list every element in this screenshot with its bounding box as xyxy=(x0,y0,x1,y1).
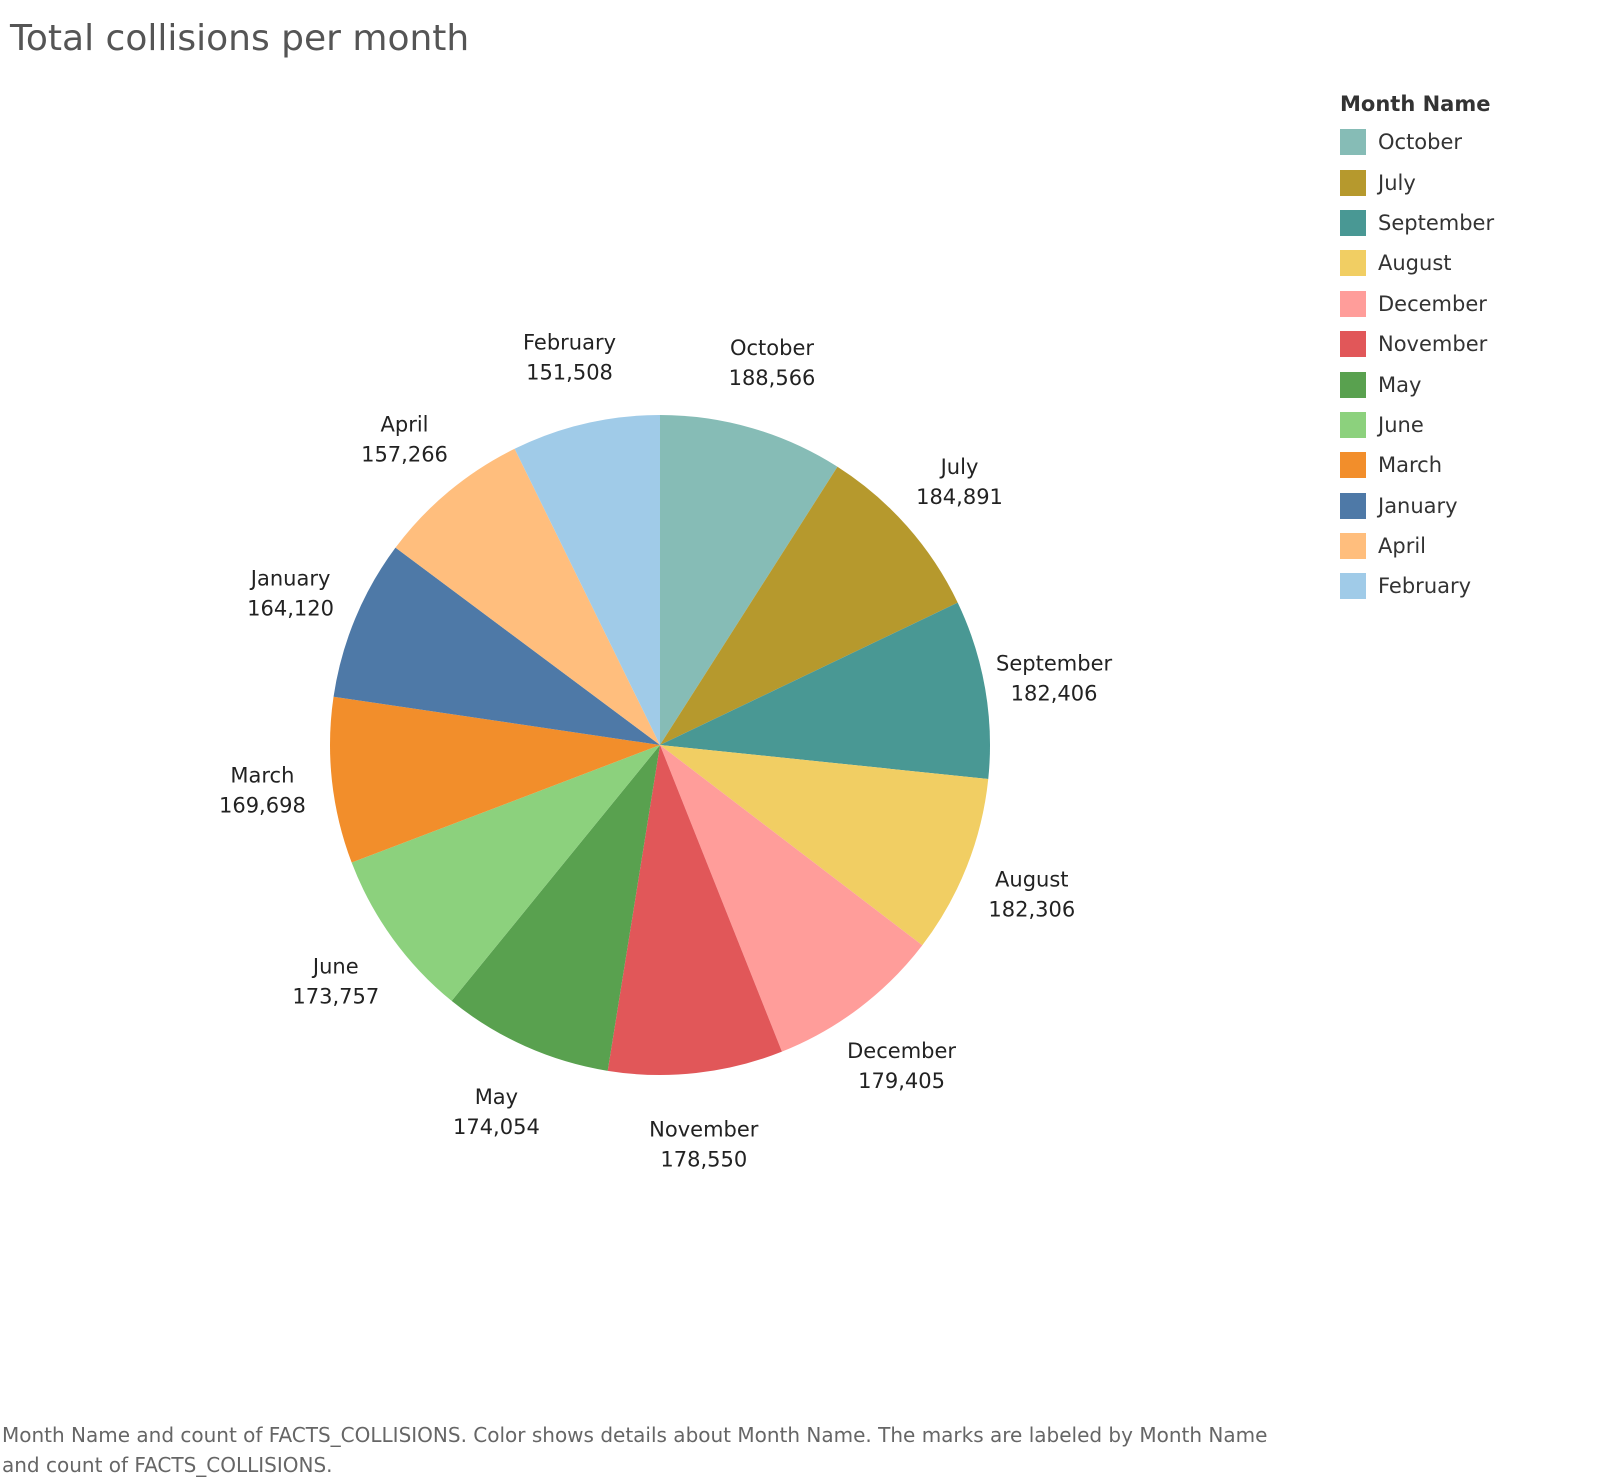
pie-slice-july[interactable] xyxy=(660,466,958,745)
pie-slice-october[interactable] xyxy=(660,415,838,745)
legend-label: February xyxy=(1378,574,1472,599)
pie-slice-june[interactable] xyxy=(351,745,660,1001)
slice-label-december: December xyxy=(847,1039,956,1063)
slice-label-april: April xyxy=(381,412,429,436)
pie-slices xyxy=(330,415,991,1076)
legend-label: December xyxy=(1378,291,1487,316)
legend-swatch xyxy=(1340,209,1366,236)
slice-label-october: October xyxy=(730,336,814,360)
pie-slice-january[interactable] xyxy=(333,547,660,745)
legend-item-april[interactable]: April xyxy=(1340,526,1494,566)
legend-label: August xyxy=(1378,251,1452,276)
slice-value-september: 182,406 xyxy=(1011,682,1098,706)
legend-label: June xyxy=(1378,412,1424,437)
legend-label: October xyxy=(1378,130,1463,155)
slice-label-june: June xyxy=(311,954,359,978)
slice-value-april: 157,266 xyxy=(361,442,448,466)
legend-label: July xyxy=(1378,170,1416,195)
legend-title: Month Name xyxy=(1340,92,1491,116)
legend-swatch xyxy=(1340,371,1366,398)
slice-value-february: 151,508 xyxy=(526,360,613,384)
slice-label-march: March xyxy=(230,763,294,787)
slice-value-october: 188,566 xyxy=(729,366,816,390)
legend-swatch xyxy=(1340,452,1366,479)
legend-item-november[interactable]: November xyxy=(1340,324,1494,364)
legend-item-june[interactable]: June xyxy=(1340,405,1494,445)
legend-item-february[interactable]: February xyxy=(1340,566,1494,606)
pie-slice-april[interactable] xyxy=(395,448,661,745)
legend-item-may[interactable]: May xyxy=(1340,364,1494,404)
slice-label-november: November xyxy=(649,1118,759,1142)
legend-swatch xyxy=(1340,573,1366,600)
legend-item-march[interactable]: March xyxy=(1340,445,1494,485)
slice-value-january: 164,120 xyxy=(247,597,334,621)
legend-swatch xyxy=(1340,129,1366,156)
legend-swatch xyxy=(1340,533,1366,560)
legend-item-october[interactable]: October xyxy=(1340,122,1494,162)
legend-items: October July September August December Novemb… xyxy=(1340,122,1494,607)
slice-value-march: 169,698 xyxy=(219,793,306,817)
chart-caption: Month Name and count of FACTS_COLLISIONS… xyxy=(2,1423,1268,1477)
legend-item-september[interactable]: September xyxy=(1340,203,1494,243)
pie-slice-august[interactable] xyxy=(660,745,989,946)
pie-slice-march[interactable] xyxy=(330,696,660,863)
legend-swatch xyxy=(1340,250,1366,277)
legend-swatch xyxy=(1340,492,1366,519)
legend-label: May xyxy=(1378,372,1422,397)
legend-swatch xyxy=(1340,290,1366,317)
slice-label-may: May xyxy=(475,1085,518,1109)
legend-item-december[interactable]: December xyxy=(1340,284,1494,324)
pie-slice-november[interactable] xyxy=(607,745,782,1076)
slice-value-december: 179,405 xyxy=(858,1069,945,1093)
slice-value-july: 184,891 xyxy=(916,485,1003,509)
slice-value-may: 174,054 xyxy=(453,1115,540,1139)
pie-slice-may[interactable] xyxy=(451,745,660,1071)
legend-label: November xyxy=(1378,332,1488,357)
legend-label: April xyxy=(1378,534,1426,559)
slice-label-august: August xyxy=(995,868,1069,892)
pie-slice-february[interactable] xyxy=(514,415,660,745)
pie-chart: October 188,566 July 184,891 September 182,40… xyxy=(219,330,1113,1171)
pie-slice-september[interactable] xyxy=(660,602,991,779)
legend-label: September xyxy=(1378,210,1495,235)
slice-value-november: 178,550 xyxy=(660,1148,747,1172)
legend-swatch xyxy=(1340,169,1366,196)
slice-value-august: 182,306 xyxy=(988,898,1075,922)
legend-item-january[interactable]: January xyxy=(1340,486,1494,526)
chart-title: Total collisions per month xyxy=(10,18,470,59)
slice-value-june: 173,757 xyxy=(292,984,379,1008)
legend-swatch xyxy=(1340,331,1366,358)
slice-label-july: July xyxy=(939,455,979,479)
legend: Month Name October July September August Dec… xyxy=(1340,92,1494,607)
pie-slice-december[interactable] xyxy=(660,745,923,1052)
legend-item-july[interactable]: July xyxy=(1340,162,1494,202)
legend-label: March xyxy=(1378,453,1443,478)
pie-labels: October 188,566 July 184,891 September 182,40… xyxy=(219,330,1113,1171)
legend-label: January xyxy=(1378,493,1458,518)
legend-swatch xyxy=(1340,411,1366,438)
slice-label-february: February xyxy=(523,330,616,354)
legend-item-august[interactable]: August xyxy=(1340,243,1494,283)
slice-label-september: September xyxy=(996,652,1112,676)
slice-label-january: January xyxy=(249,567,331,591)
